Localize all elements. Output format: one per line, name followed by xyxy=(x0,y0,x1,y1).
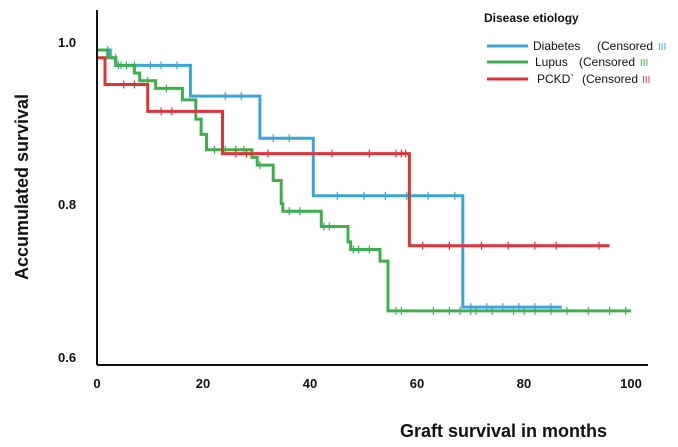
x-tick-label: 40 xyxy=(303,376,317,391)
y-tick-label: 1.0 xyxy=(58,35,76,50)
legend-censor-marks-diabetes: III xyxy=(658,42,666,53)
legend-censor-marks-pckd: III xyxy=(642,75,650,86)
legend: Disease etiology Diabetes (Censored III … xyxy=(484,11,666,86)
x-tick-label: 100 xyxy=(620,376,642,391)
legend-censor-diabetes: (Censored xyxy=(597,39,653,53)
legend-censor-marks-lupus: III xyxy=(640,58,648,69)
legend-item-pckd: PCKD` (Censored III xyxy=(487,72,650,86)
legend-censor-pckd: (Censored xyxy=(582,72,638,86)
legend-censor-lupus: (Censored xyxy=(579,55,635,69)
y-tick-label: 0.6 xyxy=(58,350,76,365)
y-tick-label: 0.8 xyxy=(58,197,76,212)
x-tick-label: 20 xyxy=(196,376,210,391)
plot-area xyxy=(97,46,631,315)
legend-title: Disease etiology xyxy=(484,11,579,25)
legend-label-diabetes: Diabetes xyxy=(533,39,580,53)
y-axis-title: Accumulated survival xyxy=(12,94,32,280)
x-axis-title: Graft survival in months xyxy=(400,421,607,441)
legend-item-diabetes: Diabetes (Censored III xyxy=(487,39,666,53)
survival-curve-pckd xyxy=(97,56,610,248)
survival-curve-lupus xyxy=(97,48,631,313)
legend-label-lupus: Lupus xyxy=(535,55,568,69)
x-tick-label: 80 xyxy=(517,376,531,391)
x-tick-label: 60 xyxy=(410,376,424,391)
x-tick-label: 0 xyxy=(93,376,100,391)
legend-item-lupus: Lupus (Censored III xyxy=(487,55,648,69)
legend-label-pckd: PCKD` xyxy=(537,72,574,86)
